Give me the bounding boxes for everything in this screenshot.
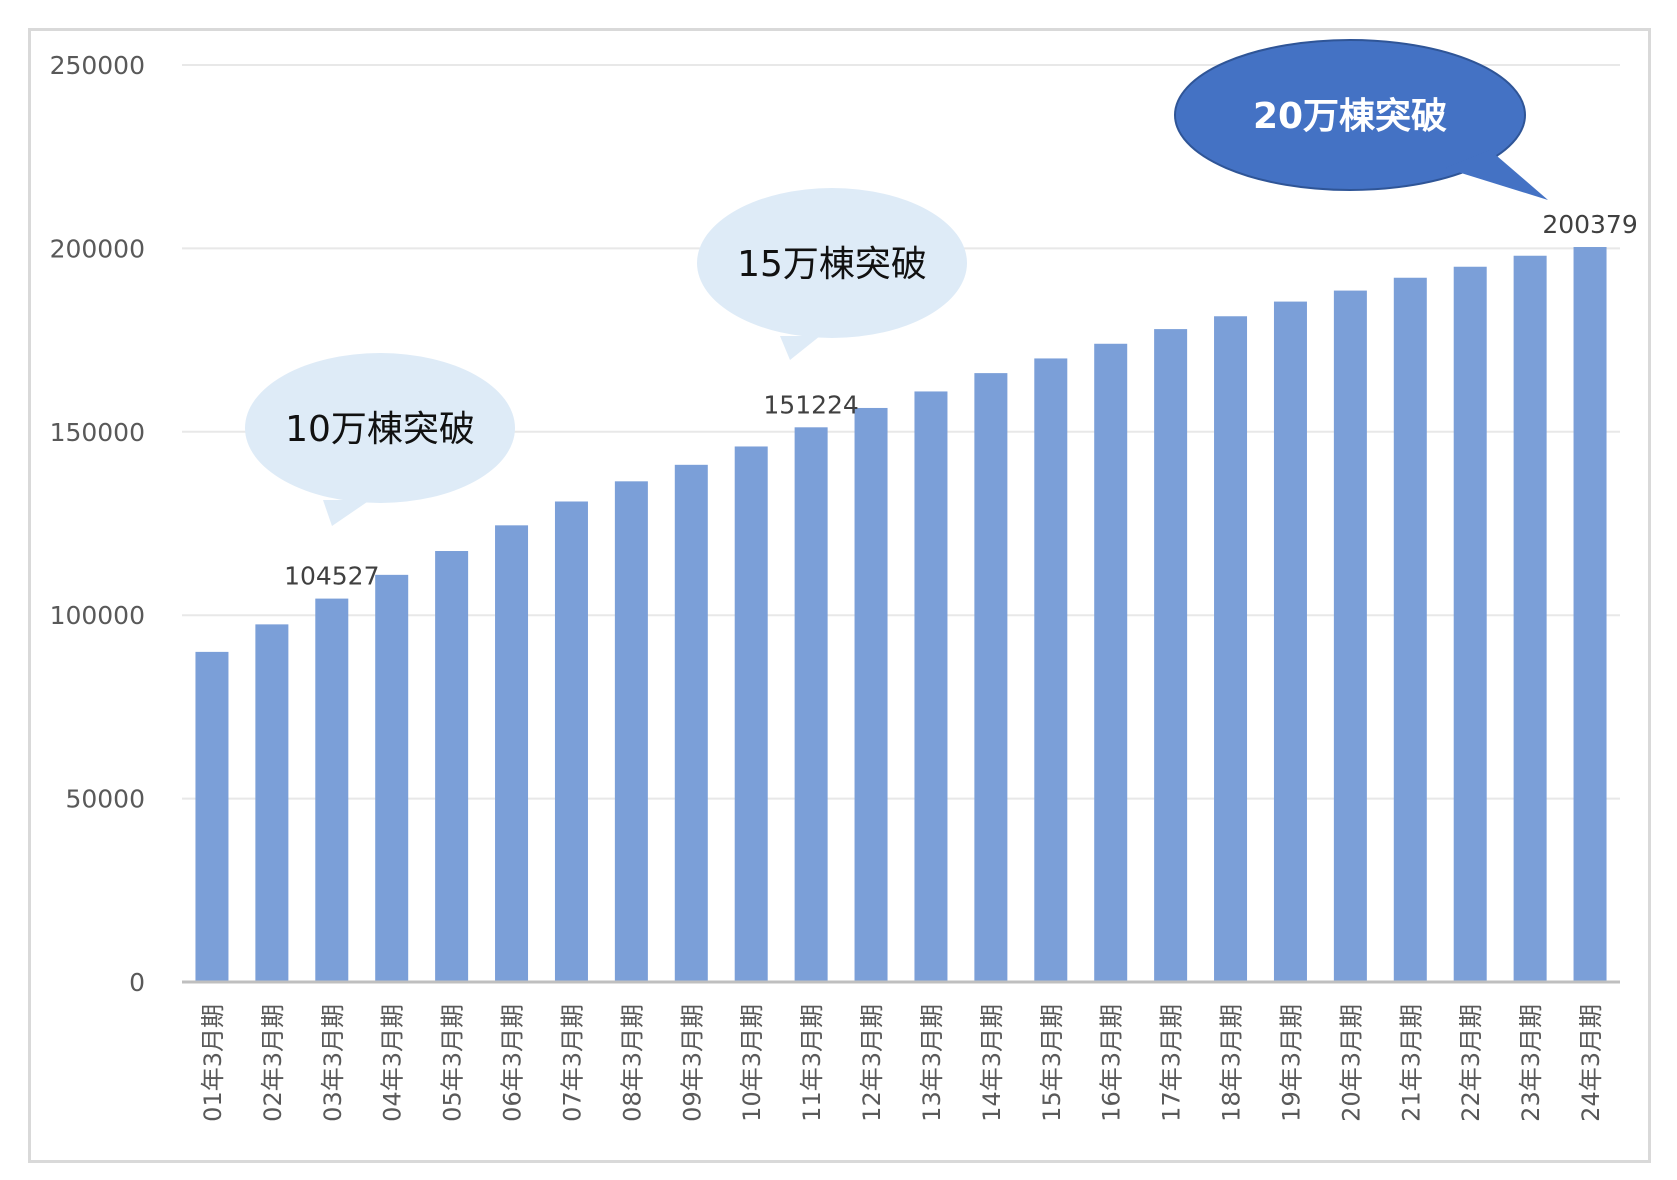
data-label: 151224 xyxy=(763,390,858,419)
x-tick-label: 20年3月期 xyxy=(1337,1004,1365,1122)
callout-text: 20万棟突破 xyxy=(1253,96,1447,137)
bar xyxy=(1094,343,1128,982)
bar xyxy=(734,446,768,982)
y-tick-label: 100000 xyxy=(50,601,145,630)
bar xyxy=(614,481,648,982)
y-tick-label: 200000 xyxy=(50,234,145,263)
y-tick-label: 0 xyxy=(129,968,145,997)
x-tick-label: 14年3月期 xyxy=(978,1004,1006,1122)
bar xyxy=(255,624,289,982)
callout-shape xyxy=(1174,39,1526,191)
bar xyxy=(1393,277,1427,982)
bar xyxy=(195,651,229,982)
x-tick-label: 02年3月期 xyxy=(259,1004,287,1122)
callout-shape xyxy=(697,188,967,338)
x-tick-label: 06年3月期 xyxy=(499,1004,527,1122)
bar xyxy=(435,551,469,982)
bar xyxy=(1333,290,1367,982)
x-tick-label: 13年3月期 xyxy=(918,1004,946,1122)
x-tick-label: 24年3月期 xyxy=(1577,1004,1605,1122)
callout-tail xyxy=(780,336,820,360)
callout-bubble: 15万棟突破 xyxy=(697,188,967,360)
bar xyxy=(1273,301,1307,982)
bar xyxy=(854,407,888,982)
x-tick-label: 05年3月期 xyxy=(439,1004,467,1122)
callouts: 10万棟突破 15万棟突破 20万棟突破 xyxy=(245,39,1548,526)
bar xyxy=(375,574,409,982)
x-tick-label: 12年3月期 xyxy=(858,1004,886,1122)
x-tick-label: 11年3月期 xyxy=(798,1004,826,1122)
bar xyxy=(495,525,529,982)
callout-shape xyxy=(245,353,515,503)
bar xyxy=(1214,316,1248,982)
y-tick-label: 50000 xyxy=(65,785,145,814)
callout-tail xyxy=(323,500,370,526)
x-tick-label: 09年3月期 xyxy=(678,1004,706,1122)
x-tick-label: 21年3月期 xyxy=(1397,1004,1425,1122)
x-tick-label: 16年3月期 xyxy=(1098,1004,1126,1122)
callout-text: 15万棟突破 xyxy=(737,244,927,285)
bar xyxy=(1513,255,1547,983)
bar xyxy=(1453,266,1487,982)
x-tick-label: 10年3月期 xyxy=(738,1004,766,1122)
y-tick-label: 250000 xyxy=(50,51,145,80)
callout-tail xyxy=(1445,150,1548,200)
bar xyxy=(914,391,948,982)
x-tick-label: 08年3月期 xyxy=(618,1004,646,1122)
data-labels: 104527 151224 200379 xyxy=(284,210,1638,591)
callout-bubble: 20万棟突破 xyxy=(1174,39,1548,200)
x-tick-label: 04年3月期 xyxy=(379,1004,407,1122)
x-tick-label: 07年3月期 xyxy=(558,1004,586,1122)
callout-text: 10万棟突破 xyxy=(285,409,475,450)
bar xyxy=(1034,358,1068,982)
x-tick-label: 18年3月期 xyxy=(1218,1004,1246,1122)
x-tick-label: 19年3月期 xyxy=(1277,1004,1305,1122)
bar xyxy=(315,598,349,982)
x-tick-label: 15年3月期 xyxy=(1038,1004,1066,1122)
bar xyxy=(1573,247,1607,982)
bar xyxy=(1154,329,1188,982)
x-tick-label: 01年3月期 xyxy=(199,1004,227,1122)
x-tick-label: 17年3月期 xyxy=(1158,1004,1186,1122)
bar xyxy=(674,464,708,982)
bar xyxy=(794,427,828,982)
bar xyxy=(974,373,1008,982)
y-tick-label: 150000 xyxy=(50,418,145,447)
callout-bubble: 10万棟突破 xyxy=(245,353,515,526)
x-tick-label: 22年3月期 xyxy=(1457,1004,1485,1122)
bar xyxy=(554,501,588,982)
data-label: 104527 xyxy=(284,562,379,591)
bars xyxy=(195,247,1607,983)
x-tick-label: 23年3月期 xyxy=(1517,1004,1545,1122)
x-tick-label: 03年3月期 xyxy=(319,1004,347,1122)
axes: 0 50000 100000 150000 200000 250000 01年3月期 02年3… xyxy=(50,51,1620,1122)
data-label: 200379 xyxy=(1542,210,1637,239)
